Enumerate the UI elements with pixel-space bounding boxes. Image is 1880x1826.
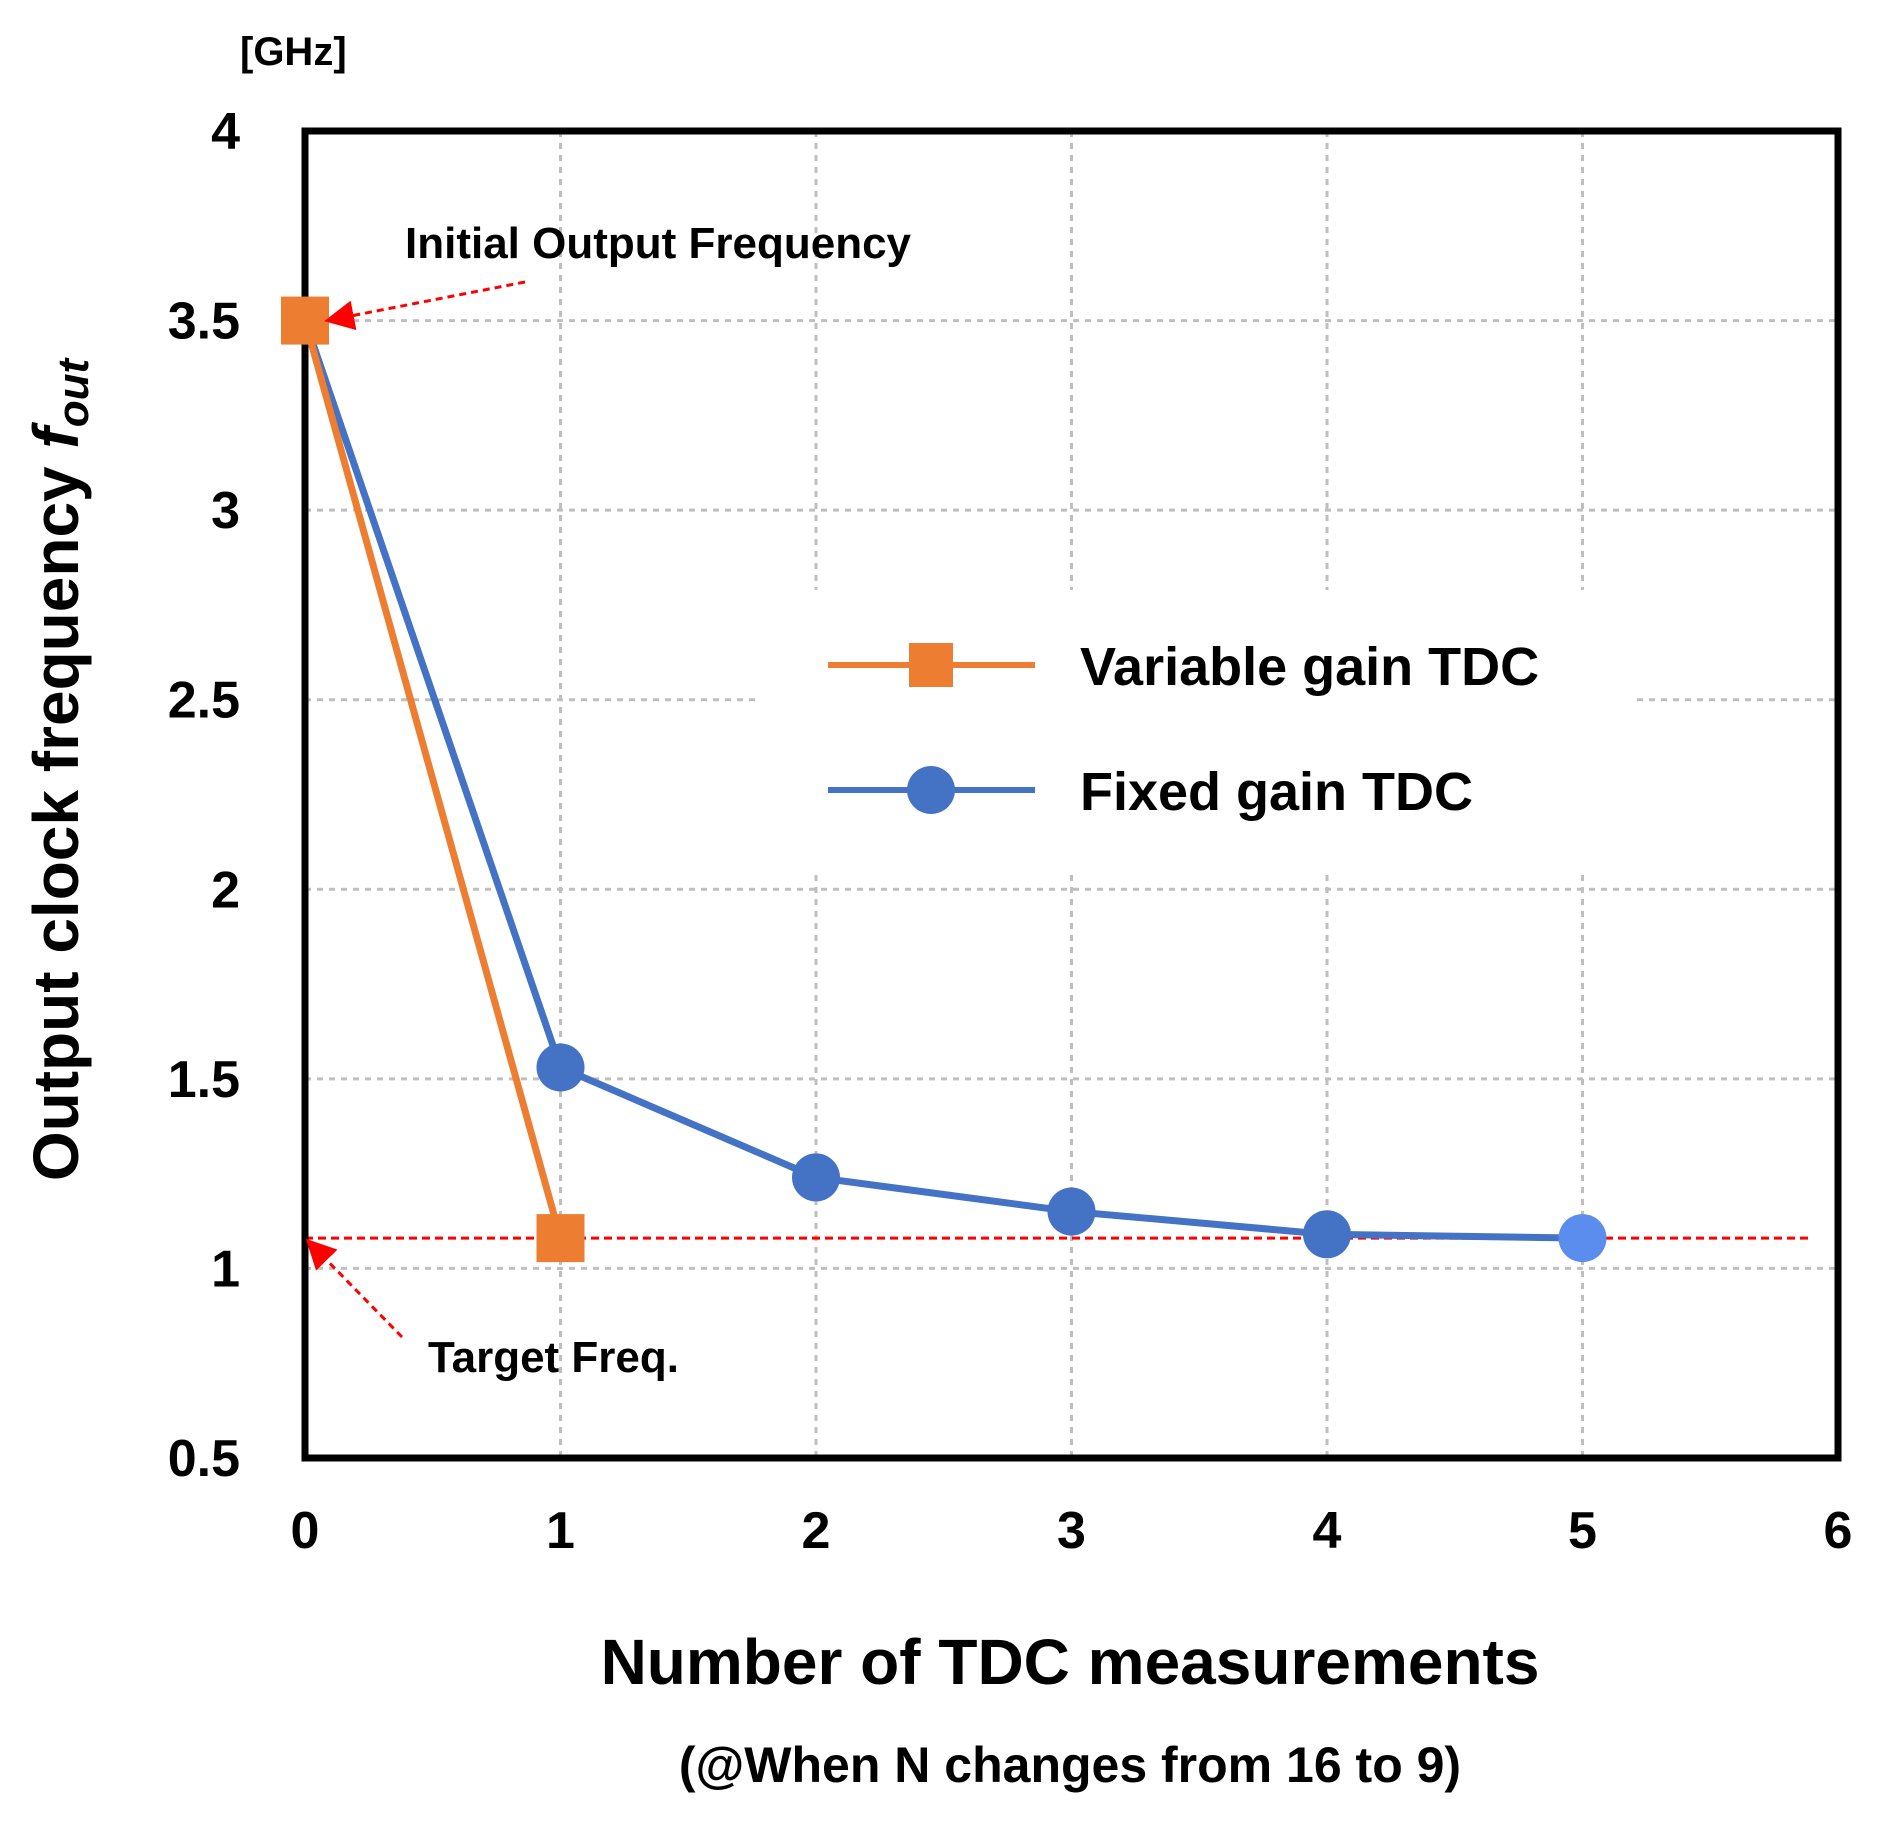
y-axis-label-subscript: out	[49, 357, 98, 428]
x-axis-label: Number of TDC measurements	[601, 1626, 1540, 1698]
annotation-target-text: Target Freq.	[428, 1333, 679, 1382]
annotation-target-frequency: Target Freq.	[305, 1238, 679, 1382]
data-point-variable-gain	[536, 1214, 585, 1263]
y-axis-label-text: Output clock frequency	[20, 449, 92, 1182]
x-tick-label: 2	[802, 1502, 831, 1560]
data-point-fixed-gain	[536, 1043, 585, 1092]
legend-label-variable-gain: Variable gain TDC	[1080, 637, 1539, 697]
data-point-fixed-gain	[1558, 1214, 1607, 1263]
y-tick-label: 1	[211, 1240, 240, 1298]
legend-marker-fixed-gain	[907, 766, 955, 814]
y-axis-label: Output clock frequency fout	[20, 357, 98, 1182]
x-tick-label: 3	[1057, 1502, 1086, 1560]
x-tick-label: 0	[291, 1502, 320, 1560]
y-unit-label: [GHz]	[240, 30, 347, 74]
legend: Variable gain TDC Fixed gain TDC	[755, 590, 1635, 870]
x-tick-labels: 0 1 2 3 4 5 6	[291, 1502, 1853, 1560]
plot-area-frame	[301, 127, 1842, 1462]
x-tick-label: 4	[1313, 1502, 1342, 1560]
data-point-variable-gain	[281, 296, 329, 345]
data-point-fixed-gain	[1303, 1210, 1351, 1259]
y-tick-label: 2.5	[168, 672, 240, 730]
y-tick-label: 4	[211, 103, 240, 161]
annotation-initial-frequency: Initial Output Frequency	[324, 219, 912, 331]
y-tick-label: 3.5	[168, 293, 240, 351]
annotation-initial-text: Initial Output Frequency	[405, 219, 912, 268]
data-point-fixed-gain	[1047, 1187, 1096, 1236]
data-point-fixed-gain	[792, 1153, 840, 1202]
legend-label-fixed-gain: Fixed gain TDC	[1080, 762, 1473, 822]
x-tick-label: 5	[1568, 1502, 1597, 1560]
y-tick-label: 3	[211, 482, 240, 540]
y-tick-label: 2	[211, 861, 240, 919]
annotation-target-arrow	[305, 1238, 404, 1339]
y-tick-label: 1.5	[168, 1051, 240, 1109]
annotation-initial-arrow	[324, 280, 526, 331]
y-tick-label: 0.5	[168, 1430, 240, 1488]
x-tick-label: 1	[546, 1502, 575, 1560]
series-line-variable-gain	[301, 319, 564, 1240]
series-layer	[281, 296, 1607, 1263]
legend-marker-variable-gain	[909, 643, 953, 687]
series-line-fixed-gain	[301, 319, 1583, 1242]
y-tick-labels: 0.5 1 1.5 2 2.5 3 3.5 4	[168, 103, 240, 1488]
legend-background	[755, 590, 1635, 870]
x-tick-label: 6	[1824, 1502, 1853, 1560]
x-axis-sublabel: (@When N changes from 16 to 9)	[679, 1737, 1461, 1793]
